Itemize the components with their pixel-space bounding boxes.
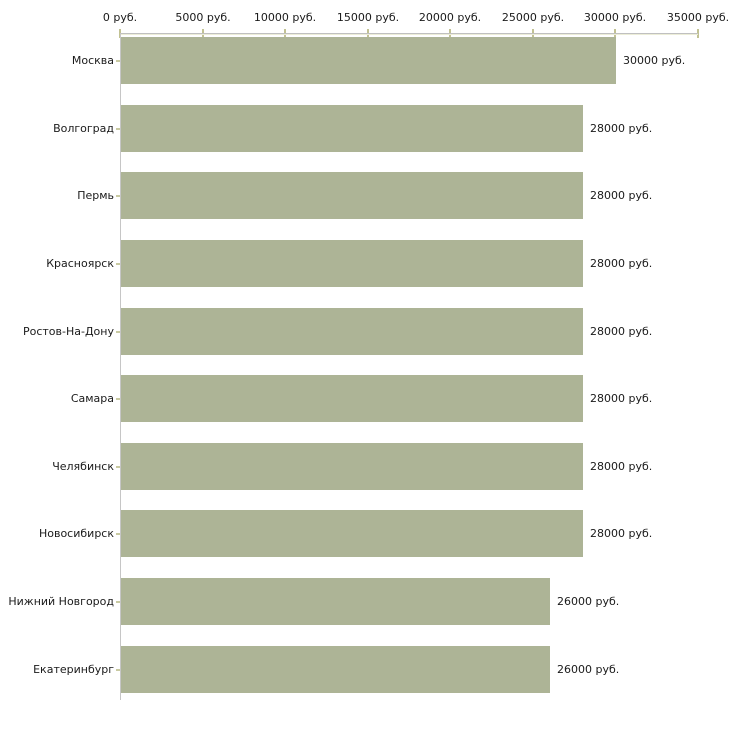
value-label: 30000 руб. [623, 54, 686, 67]
x-tick-label: 30000 руб. [583, 11, 647, 24]
value-label: 26000 руб. [557, 663, 620, 676]
category-label: Самара [70, 392, 114, 405]
bar-perm[interactable] [121, 172, 583, 219]
bar-ekaterinburg[interactable] [121, 646, 550, 693]
bar-row: Волгоград 28000 руб. [0, 105, 730, 152]
category-tick-mark [116, 398, 120, 400]
bar-nizhniy-novgorod[interactable] [121, 578, 550, 625]
bar-row: Красноярск 28000 руб. [0, 240, 730, 287]
bar-novosibirsk[interactable] [121, 510, 583, 557]
bar-krasnoyarsk[interactable] [121, 240, 583, 287]
category-label: Москва [71, 54, 114, 67]
bar-row: Самара 28000 руб. [0, 375, 730, 422]
x-tick-label: 15000 руб. [336, 11, 400, 24]
category-label: Волгоград [53, 122, 114, 135]
x-tick-label: 10000 руб. [253, 11, 317, 24]
category-tick-mark [116, 60, 120, 62]
value-label: 28000 руб. [590, 189, 653, 202]
value-label: 28000 руб. [590, 527, 653, 540]
category-tick-mark [116, 331, 120, 333]
value-label: 28000 руб. [590, 122, 653, 135]
bar-moskva[interactable] [121, 37, 616, 84]
bar-row: Ростов-На-Дону 28000 руб. [0, 308, 730, 355]
value-label: 28000 руб. [590, 257, 653, 270]
bar-row: Пермь 28000 руб. [0, 172, 730, 219]
category-tick-mark [116, 601, 120, 603]
bar-row: Новосибирск 28000 руб. [0, 510, 730, 557]
y-axis-line [120, 33, 121, 700]
x-axis-line [120, 33, 698, 34]
category-tick-mark [116, 533, 120, 535]
x-tick-label: 25000 руб. [501, 11, 565, 24]
x-tick-mark [697, 29, 699, 38]
category-tick-mark [116, 128, 120, 130]
bar-row: Челябинск 28000 руб. [0, 443, 730, 490]
bar-row: Нижний Новгород 26000 руб. [0, 578, 730, 625]
value-label: 26000 руб. [557, 595, 620, 608]
bar-rostov-na-donu[interactable] [121, 308, 583, 355]
bar-samara[interactable] [121, 375, 583, 422]
value-label: 28000 руб. [590, 392, 653, 405]
category-label: Пермь [77, 189, 114, 202]
category-tick-mark [116, 466, 120, 468]
category-tick-mark [116, 669, 120, 671]
category-tick-mark [116, 195, 120, 197]
category-label: Новосибирск [38, 527, 114, 540]
x-axis-highlight-line [120, 34, 698, 35]
category-label: Челябинск [52, 460, 114, 473]
bar-chelyabinsk[interactable] [121, 443, 583, 490]
x-tick-label: 35000 руб. [666, 11, 730, 24]
category-label: Нижний Новгород [8, 595, 114, 608]
x-tick-label: 20000 руб. [418, 11, 482, 24]
x-tick-label: 5000 руб. [175, 11, 231, 24]
x-tick-label: 0 руб. [102, 11, 138, 24]
category-tick-mark [116, 263, 120, 265]
bar-volgograd[interactable] [121, 105, 583, 152]
value-label: 28000 руб. [590, 325, 653, 338]
bar-row: Москва 30000 руб. [0, 37, 730, 84]
category-label: Ростов-На-Дону [22, 325, 114, 338]
bar-row: Екатеринбург 26000 руб. [0, 646, 730, 693]
category-label: Екатеринбург [33, 663, 114, 676]
value-label: 28000 руб. [590, 460, 653, 473]
category-label: Красноярск [46, 257, 114, 270]
